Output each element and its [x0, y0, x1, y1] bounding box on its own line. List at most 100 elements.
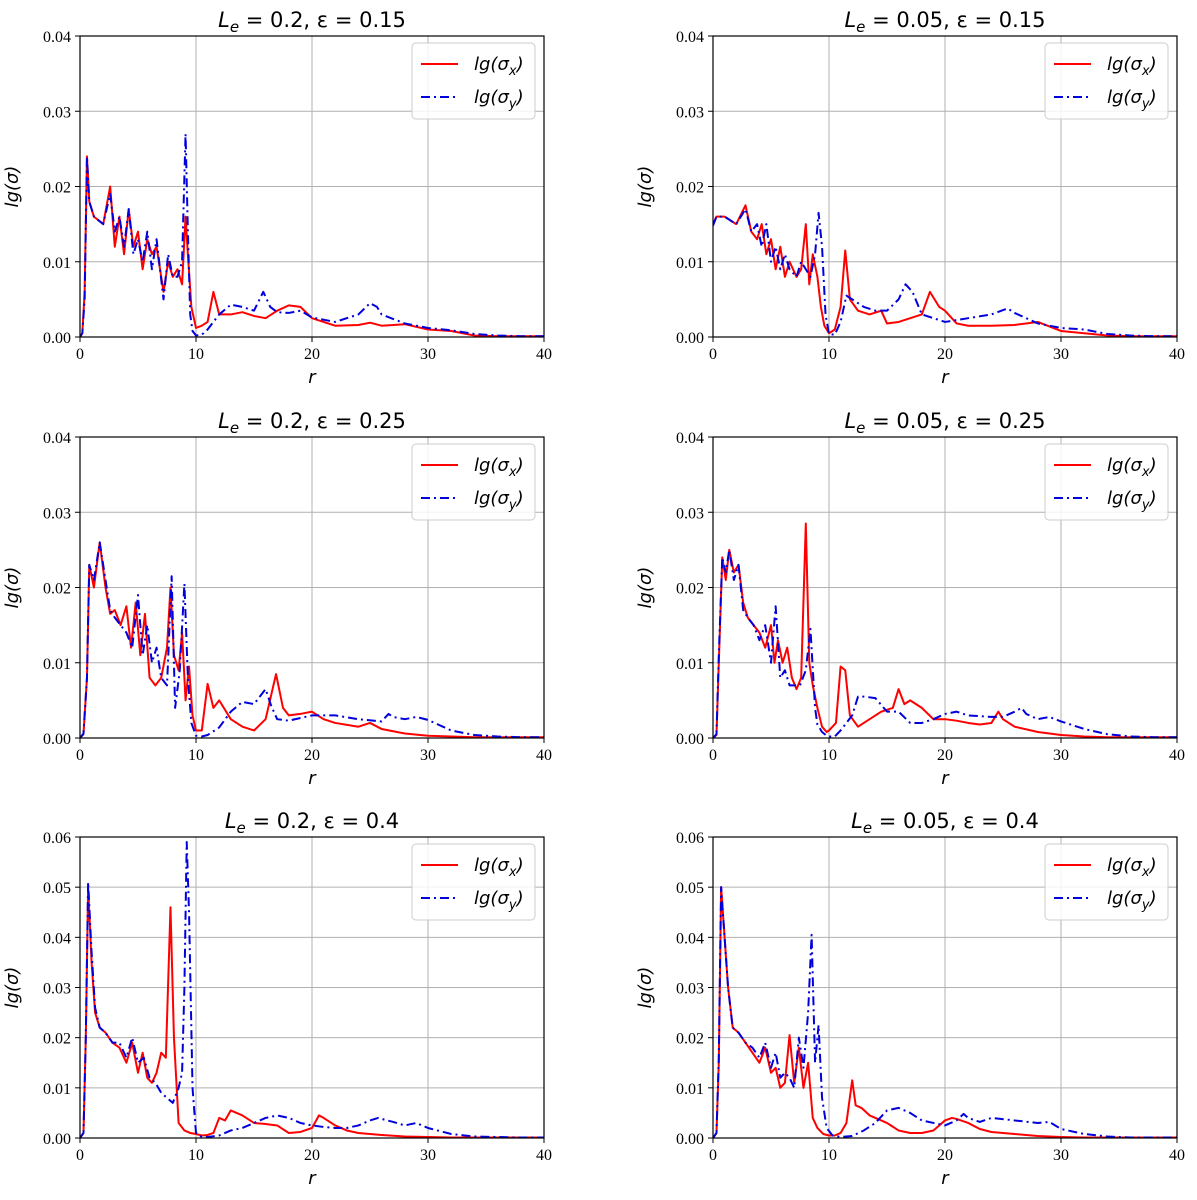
x-tick-label: 20 — [937, 1147, 953, 1164]
x-tick-label: 0 — [709, 747, 717, 764]
x-tick-label: 30 — [1053, 346, 1069, 363]
y-axis-label: lg(σ) — [2, 967, 23, 1009]
y-tick-label: 0.03 — [676, 104, 704, 121]
series-line-sigma-x — [713, 886, 1177, 1138]
legend: lg(σx) lg(σy) — [1044, 42, 1169, 120]
chart-panel-1: 0 10 20 30 40 0.00 0.01 0.02 0.03 0.04 Le = 0.2, ε… — [2, 8, 552, 388]
x-axis-label: r — [941, 1168, 950, 1189]
y-tick-label: 0.03 — [43, 104, 71, 121]
legend-box — [411, 42, 536, 120]
x-tick-label: 40 — [1169, 747, 1185, 764]
series-line-sigma-x — [80, 541, 544, 738]
y-tick-label: 0.02 — [43, 180, 71, 197]
legend-box — [411, 443, 536, 521]
series-line-sigma-y — [713, 208, 1177, 337]
legend: lg(σx) lg(σy) — [1044, 843, 1169, 921]
chart-panel-6: 0 10 20 30 40 0.00 0.01 0.02 0.03 0.04 0.05 0.06 Le … — [635, 809, 1185, 1189]
x-tick-label: 0 — [709, 346, 717, 363]
x-tick-label: 40 — [536, 747, 552, 764]
legend-label-sigma-y: lg(σy) — [1107, 488, 1157, 513]
legend-label-sigma-x: lg(σx) — [1107, 455, 1157, 480]
y-tick-label: 0.01 — [43, 1081, 71, 1098]
x-tick-label: 10 — [821, 346, 837, 363]
y-tick-label: 0.04 — [676, 930, 704, 947]
y-axis-label: lg(σ) — [635, 166, 656, 208]
y-axis-label: lg(σ) — [635, 967, 656, 1009]
legend-label-sigma-x: lg(σx) — [474, 455, 524, 480]
y-tick-label: 0.02 — [676, 180, 704, 197]
legend: lg(σx) lg(σy) — [1044, 443, 1169, 521]
legend-label-sigma-x: lg(σx) — [1107, 855, 1157, 880]
y-tick-label: 0.00 — [676, 1131, 704, 1148]
y-tick-label: 0.02 — [676, 1031, 704, 1048]
x-tick-label: 40 — [536, 346, 552, 363]
x-tick-label: 10 — [188, 747, 204, 764]
x-tick-label: 0 — [76, 747, 84, 764]
y-tick-label: 0.01 — [43, 255, 71, 272]
y-tick-label: 0.00 — [43, 731, 71, 748]
legend-label-sigma-x: lg(σx) — [1107, 54, 1157, 79]
y-tick-label: 0.01 — [676, 1081, 704, 1098]
legend-label-sigma-y: lg(σy) — [1107, 87, 1157, 112]
y-tick-label: 0.04 — [43, 29, 71, 46]
legend: lg(σx) lg(σy) — [411, 443, 536, 521]
x-tick-label: 20 — [304, 1147, 320, 1164]
series-line-sigma-x — [713, 522, 1177, 738]
series-line-sigma-y — [80, 132, 544, 337]
y-tick-label: 0.05 — [676, 880, 704, 897]
x-tick-label: 30 — [1053, 747, 1069, 764]
y-tick-label: 0.06 — [43, 830, 71, 847]
y-axis-label: lg(σ) — [635, 567, 656, 609]
legend-label-sigma-y: lg(σy) — [474, 888, 524, 913]
x-tick-label: 30 — [420, 346, 436, 363]
legend-label-sigma-y: lg(σy) — [1107, 888, 1157, 913]
legend-box — [1044, 42, 1169, 120]
y-tick-label: 0.04 — [43, 430, 71, 447]
chart-panel-5: 0 10 20 30 40 0.00 0.01 0.02 0.03 0.04 0.05 0.06 Le … — [2, 809, 552, 1189]
y-tick-label: 0.03 — [676, 981, 704, 998]
y-axis-label: lg(σ) — [2, 567, 23, 609]
x-tick-label: 0 — [76, 1147, 84, 1164]
y-tick-label: 0.03 — [43, 505, 71, 522]
chart-panel-3: 0 10 20 30 40 0.00 0.01 0.02 0.03 0.04 Le = 0.2, ε… — [2, 409, 552, 789]
x-axis-label: r — [308, 768, 317, 789]
series-line-sigma-x — [713, 204, 1177, 337]
y-tick-label: 0.01 — [43, 656, 71, 673]
x-tick-label: 10 — [821, 747, 837, 764]
series-line-sigma-y — [80, 841, 544, 1138]
x-tick-label: 40 — [536, 1147, 552, 1164]
chart-title: Le = 0.05, ε = 0.15 — [844, 8, 1045, 36]
chart-title: Le = 0.2, ε = 0.4 — [225, 809, 399, 837]
x-axis-label: r — [308, 1168, 317, 1189]
y-tick-label: 0.06 — [676, 830, 704, 847]
x-tick-label: 30 — [420, 747, 436, 764]
y-tick-label: 0.04 — [676, 430, 704, 447]
y-tick-label: 0.02 — [676, 581, 704, 598]
x-axis-label: r — [308, 367, 317, 388]
y-tick-label: 0.03 — [676, 505, 704, 522]
x-tick-label: 0 — [709, 1147, 717, 1164]
x-tick-label: 10 — [188, 346, 204, 363]
y-tick-label: 0.04 — [676, 29, 704, 46]
chart-title: Le = 0.05, ε = 0.25 — [844, 409, 1045, 437]
y-tick-label: 0.04 — [43, 930, 71, 947]
legend-box — [1044, 443, 1169, 521]
y-tick-label: 0.03 — [43, 981, 71, 998]
chart-title: Le = 0.05, ε = 0.4 — [851, 809, 1039, 837]
legend: lg(σx) lg(σy) — [411, 843, 536, 921]
x-tick-label: 40 — [1169, 1147, 1185, 1164]
legend-label-sigma-x: lg(σx) — [474, 54, 524, 79]
legend-label-sigma-y: lg(σy) — [474, 87, 524, 112]
legend-label-sigma-x: lg(σx) — [474, 855, 524, 880]
y-tick-label: 0.02 — [43, 1031, 71, 1048]
y-tick-label: 0.02 — [43, 581, 71, 598]
series-line-sigma-y — [80, 541, 544, 738]
x-tick-label: 30 — [420, 1147, 436, 1164]
series-line-sigma-x — [80, 886, 544, 1138]
x-tick-label: 20 — [937, 747, 953, 764]
y-tick-label: 0.00 — [43, 330, 71, 347]
x-axis-label: r — [941, 768, 950, 789]
x-tick-label: 20 — [304, 346, 320, 363]
y-tick-label: 0.00 — [43, 1131, 71, 1148]
